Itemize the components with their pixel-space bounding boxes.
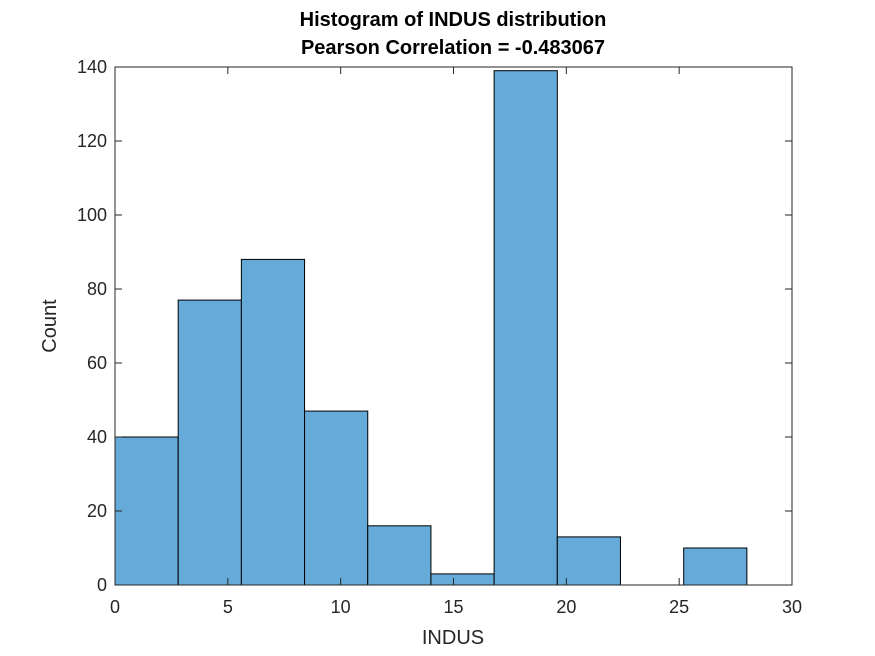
y-tick-label: 0 (97, 575, 107, 595)
histogram-bar (240, 258, 306, 586)
x-axis-label: INDUS (422, 627, 484, 649)
histogram-bar (304, 410, 369, 586)
y-tick-label: 80 (87, 279, 107, 299)
y-tick-label: 40 (87, 427, 107, 447)
histogram-bar (114, 436, 179, 586)
x-tick-label: 15 (443, 597, 463, 617)
x-tick-label: 0 (110, 597, 120, 617)
histogram-bar (430, 573, 495, 586)
histogram-bar (683, 547, 748, 586)
y-tick-label: 140 (77, 57, 107, 77)
y-tick-label: 60 (87, 353, 107, 373)
histogram-bar (367, 525, 432, 586)
chart-title: Histogram of INDUS distribution (300, 9, 607, 31)
x-tick-label: 10 (331, 597, 351, 617)
histogram-bar (493, 70, 558, 586)
histogram-bar (177, 299, 242, 586)
chart-subtitle: Pearson Correlation = -0.483067 (301, 37, 605, 59)
axes-group: 0 5 10 15 20 25 30 0 20 40 60 80 100 120 140 (77, 57, 802, 617)
x-tick-label: 5 (223, 597, 233, 617)
histogram-bar (556, 536, 621, 586)
bars-group (114, 70, 748, 586)
y-axis-label: Count (39, 299, 61, 353)
y-tick-label: 20 (87, 501, 107, 521)
x-tick-label: 30 (782, 597, 802, 617)
y-tick-label: 120 (77, 131, 107, 151)
x-tick-label: 20 (556, 597, 576, 617)
y-tick-label: 100 (77, 205, 107, 225)
x-tick-label: 25 (669, 597, 689, 617)
